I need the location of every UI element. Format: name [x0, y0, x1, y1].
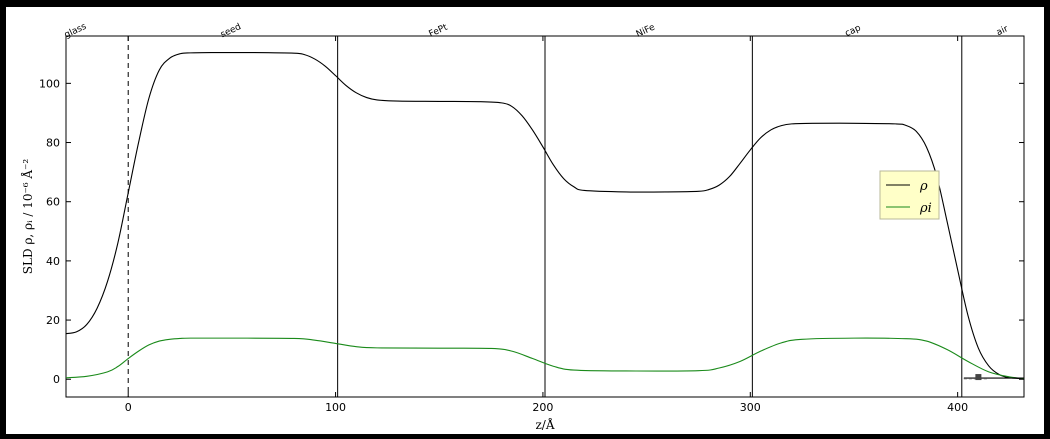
y-tick-label: 20 [46, 314, 60, 327]
y-tick-label: 80 [46, 137, 60, 150]
x-axis-label: z/Å [535, 417, 554, 432]
rho-i-series-line [65, 337, 1025, 379]
layer-label: glass [63, 22, 88, 41]
y-tick-label: 40 [46, 255, 60, 268]
x-tick-label: 100 [325, 401, 346, 414]
y-tick-label: 0 [53, 373, 60, 386]
layer-label: cap [844, 23, 863, 39]
legend-box [879, 170, 940, 220]
y-tick-label: 60 [46, 196, 60, 209]
layer-label: seed [219, 22, 243, 40]
legend-label: ρ [919, 179, 928, 194]
x-tick-label: 0 [125, 401, 132, 414]
x-tick-label: 400 [947, 401, 968, 414]
air-marker-square [975, 374, 982, 381]
layer-label: air [995, 24, 1010, 38]
layer-label: FePt [428, 22, 450, 39]
y-axis-label: SLD ρ, ρᵢ / 10⁻⁶ Å⁻² [20, 159, 35, 275]
x-tick-label: 300 [740, 401, 761, 414]
y-tick-label: 100 [39, 77, 60, 90]
rho-series-line [65, 51, 1025, 380]
legend-label: ρi [919, 201, 932, 216]
x-tick-label: 200 [532, 401, 553, 414]
layer-label: NiFe [635, 22, 657, 39]
figure-frame [6, 7, 1044, 434]
